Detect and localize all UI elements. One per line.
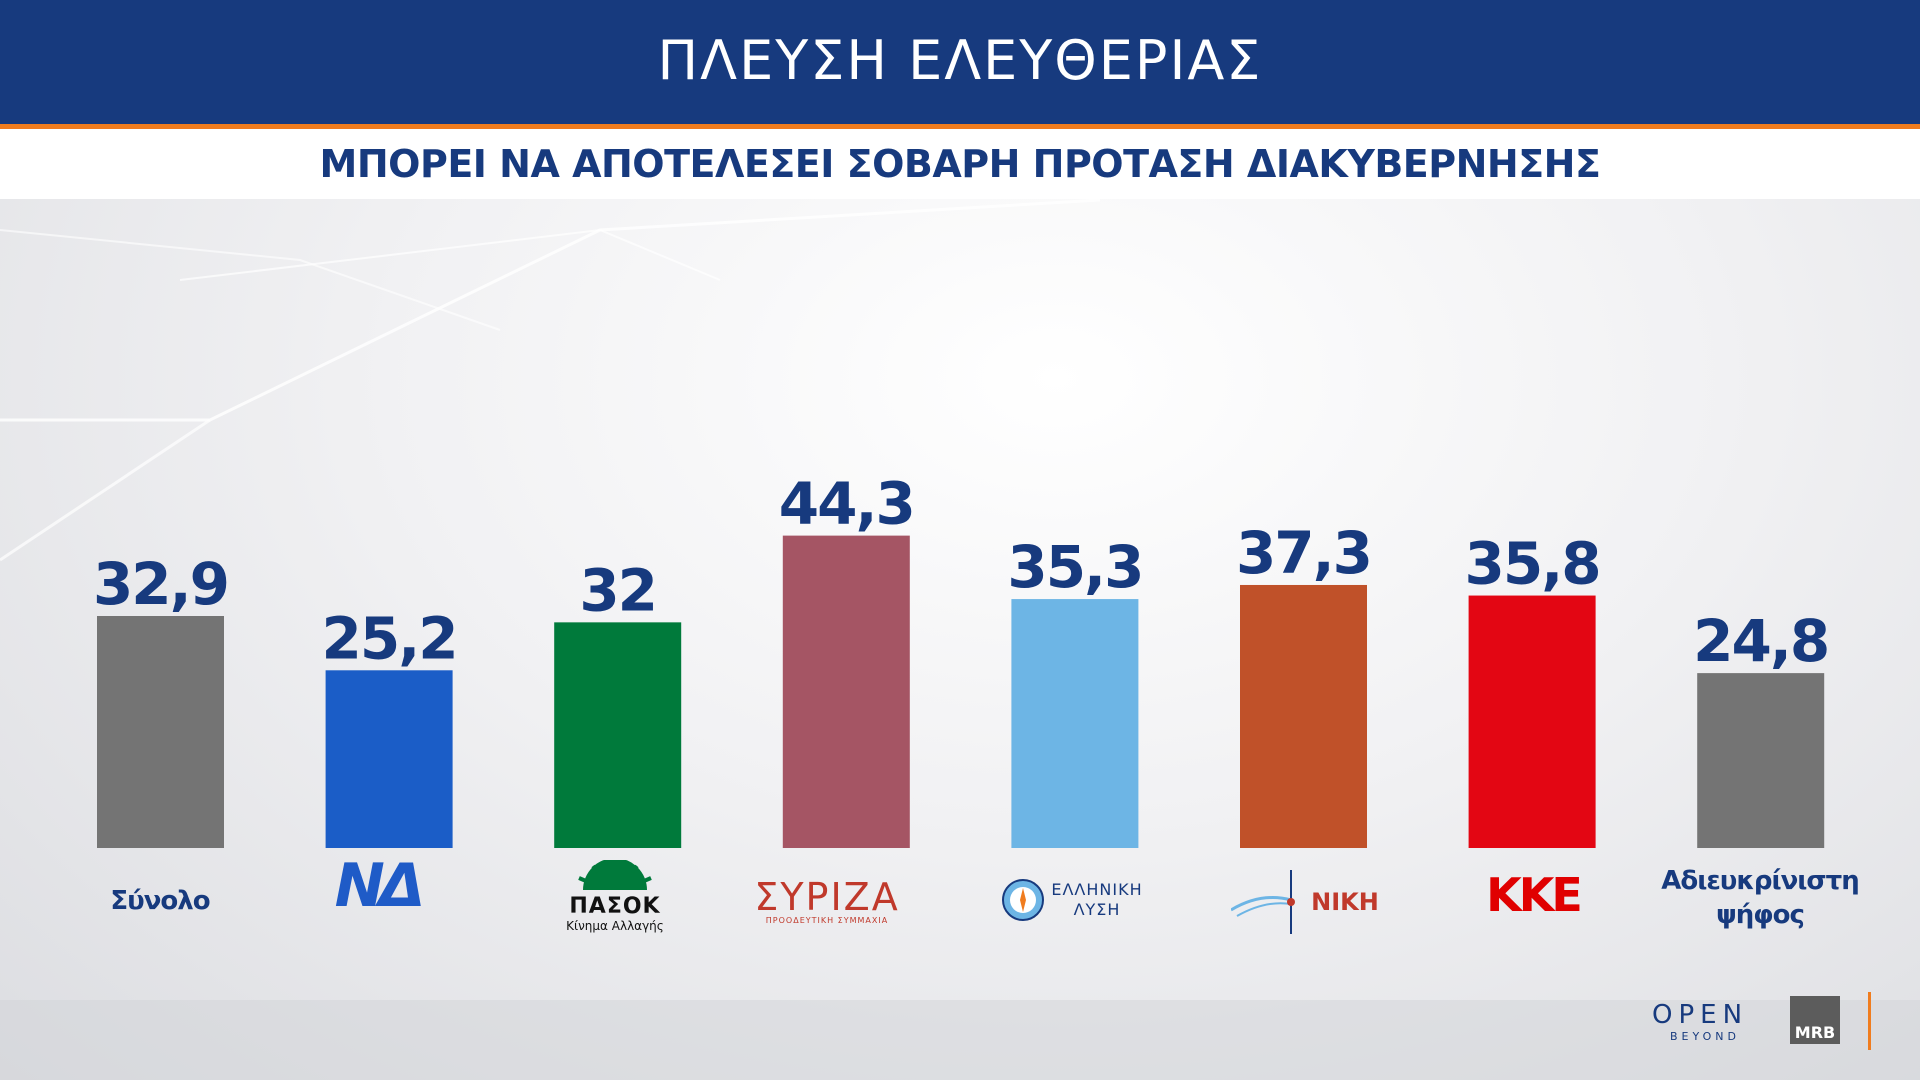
bar-value-label-5: 37,3: [1236, 519, 1371, 587]
elliniki-lysi-line1: ΕΛΛΗΝΙΚΗ: [1051, 880, 1143, 899]
category-label-total: Σύνολο: [110, 886, 210, 916]
compass-icon: [1002, 879, 1045, 921]
syriza-logo-name: ΣΥΡΙΖΑ: [754, 875, 900, 919]
category-logo-pasok: ΠΑΣΟΚ Κίνημα Αλλαγής: [505, 858, 725, 933]
kke-logo: ΚΚΕ: [1486, 868, 1583, 922]
category-label-undecided: Αδιευκρίνιστη ψήφος: [1661, 866, 1860, 930]
bar-value-label-1: 25,2: [322, 604, 457, 672]
pasok-sun-icon: [578, 858, 652, 890]
category-logo-niki: ΝΙΚΗ: [1195, 870, 1415, 934]
bar-value-label-6: 35,8: [1465, 530, 1600, 598]
header-bar: ΠΛΕΥΣΗ ΕΛΕΥΘΕΡΙΑΣ: [0, 0, 1920, 129]
open-logo: OPEN: [1652, 1000, 1749, 1030]
bar-3: [782, 535, 910, 848]
chart-subtitle: ΜΠΟΡΕΙ ΝΑ ΑΠΟΤΕΛΕΣΕΙ ΣΟΒΑΡΗ ΠΡΟΤΑΣΗ ΔΙΑΚ…: [319, 142, 1601, 186]
bar-value-label-3: 44,3: [779, 470, 914, 538]
category-logo-syriza: ΣΥΡΙΖΑ ΠΡΟΟΔΕΥΤΙΚΗ ΣΥΜΜΑΧΙΑ: [717, 878, 937, 925]
page-title: ΠΛΕΥΣΗ ΕΛΕΥΘΕΡΙΑΣ: [657, 28, 1263, 92]
bar-value-label-4: 35,3: [1007, 533, 1142, 601]
subtitle-bar: ΜΠΟΡΕΙ ΝΑ ΑΠΟΤΕΛΕΣΕΙ ΣΟΒΑΡΗ ΠΡΟΤΑΣΗ ΔΙΑΚ…: [0, 129, 1920, 199]
niki-propeller-icon: [1231, 870, 1296, 934]
bar-2: [554, 622, 682, 848]
bar-1: [325, 670, 453, 848]
mrb-logo: MRB: [1790, 996, 1840, 1044]
footer-divider: [1868, 992, 1871, 1050]
bar-value-label-7: 24,8: [1693, 607, 1828, 675]
syriza-logo-subtitle: ΠΡΟΟΔΕΥΤΙΚΗ ΣΥΜΜΑΧΙΑ: [765, 916, 889, 925]
pasok-logo-subtitle: Κίνημα Αλλαγής: [566, 919, 664, 933]
bar-4: [1011, 599, 1139, 848]
elliniki-lysi-line2: ΛΥΣΗ: [1073, 900, 1121, 919]
nd-logo: ΝΔ: [334, 851, 426, 921]
open-beyond-logo: BEYOND: [1670, 1030, 1740, 1043]
bar-0: [97, 616, 224, 848]
bar-value-label-0: 32,9: [93, 550, 228, 618]
niki-logo-name: ΝΙΚΗ: [1311, 888, 1379, 916]
category-logo-elliniki-lysi: ΕΛΛΗΝΙΚΗ ΛΥΣΗ: [962, 878, 1182, 922]
bar-5: [1240, 584, 1367, 848]
category-logo-kke: ΚΚΕ: [1423, 872, 1643, 918]
bar-6: [1468, 595, 1596, 848]
category-logo-nd: ΝΔ: [267, 856, 487, 916]
pasok-logo-name: ΠΑΣΟΚ: [569, 894, 661, 919]
bar-7: [1697, 673, 1825, 848]
bar-value-label-2: 32: [579, 556, 656, 624]
